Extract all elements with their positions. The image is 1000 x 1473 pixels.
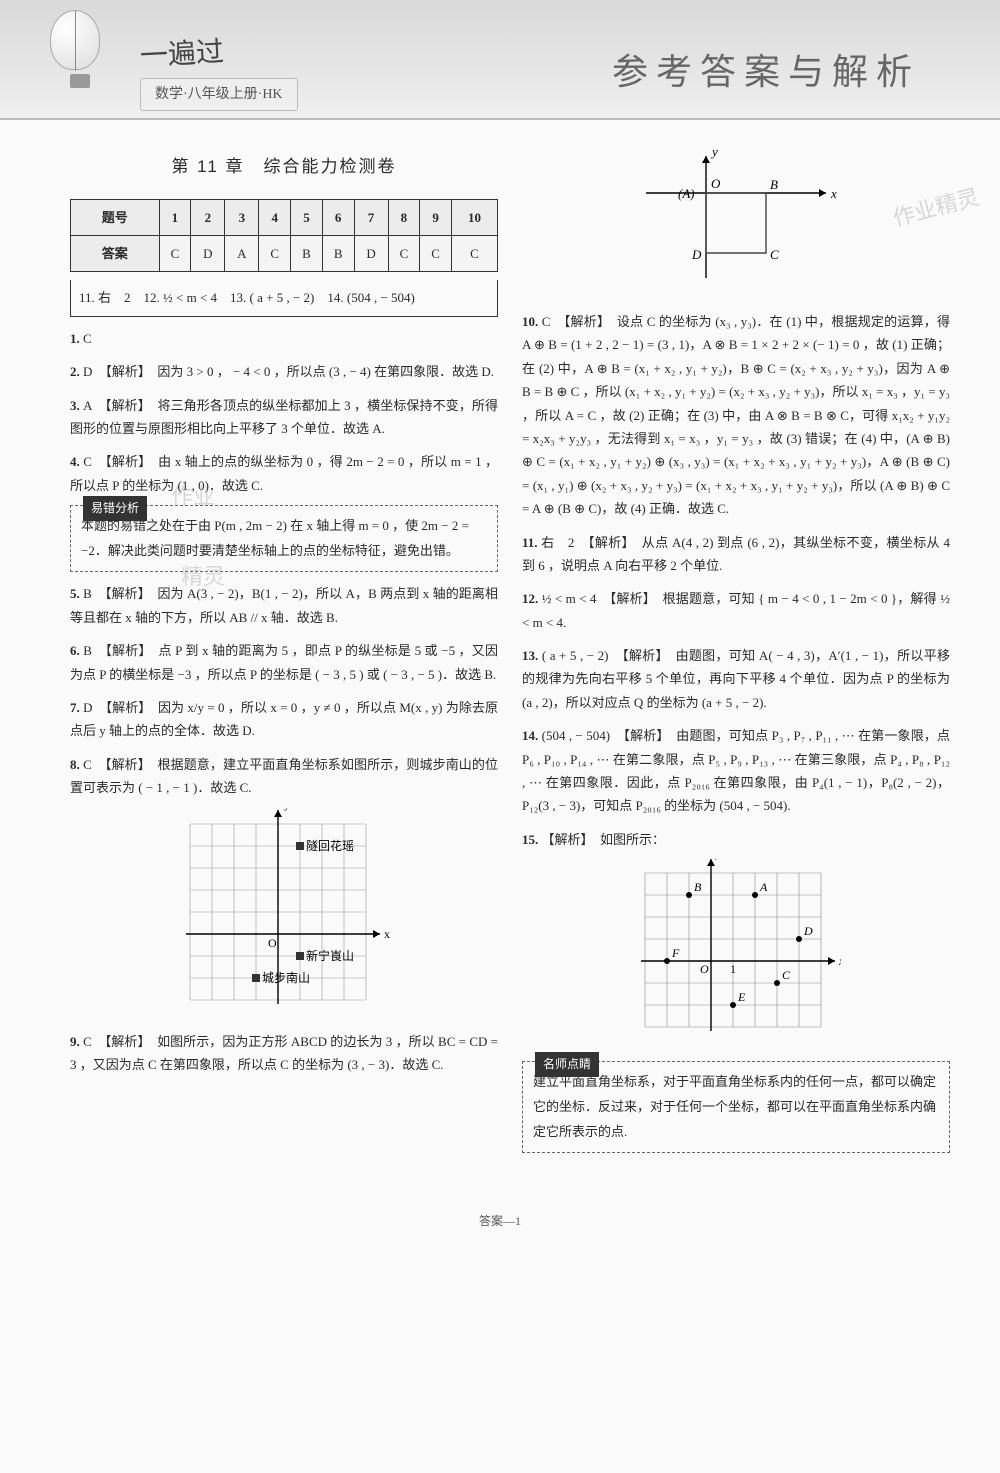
item-number: 9. [70, 1034, 83, 1049]
series-title: 一遍过 [139, 28, 226, 83]
teacher-box-label: 名师点睛 [535, 1052, 599, 1077]
item-body: B 【解析】 因为 A(3 , − 2)，B(1 , − 2)，所以 A，B 两… [70, 586, 498, 624]
item-number: 4. [70, 454, 83, 469]
svg-text:x: x [838, 954, 841, 968]
svg-text:y: y [710, 148, 718, 159]
subject-pill: 数学·八年级上册·HK [140, 78, 298, 111]
item-body: (504 , − 504) 【解析】 由题图，可知点 P₃ , P₇ , P₁₁… [522, 728, 950, 813]
item-body: D 【解析】 因为 3 > 0 ， − 4 < 0 ，所以点 (3 , − 4)… [83, 364, 494, 379]
answer-label: 答案 [71, 235, 160, 271]
solution-item: 10. C 【解析】 设点 C 的坐标为 (x₃ , y₃)．在 (1) 中，根… [522, 310, 950, 521]
right-column: Oxy(A)BCD 作业精灵 10. C 【解析】 设点 C 的坐标为 (x₃ … [522, 140, 950, 1161]
item-number: 14. [522, 728, 542, 743]
page-footer: 答案—1 [0, 1201, 1000, 1253]
item-number: 11. [522, 535, 541, 550]
item-body: 右 2 【解析】 从点 A(4 , 2) 到点 (6 , 2)，其纵坐标不变，横… [522, 535, 950, 573]
head-label: 题号 [71, 199, 160, 235]
item-body: C 【解析】 设点 C 的坐标为 (x₃ , y₃)．在 (1) 中，根据规定的… [522, 314, 950, 516]
svg-text:1: 1 [730, 962, 736, 976]
item-number: 13. [522, 648, 542, 663]
item-body: C 【解析】 根据题意，建立平面直角坐标系如图所示，则城步南山的位置可表示为 (… [70, 757, 498, 795]
solution-item: 15. 【解析】 如图所示： [522, 828, 950, 851]
svg-text:D: D [691, 247, 702, 262]
item-number: 1. [70, 331, 83, 346]
watermark-icon: 作业精灵 [888, 177, 983, 238]
item-body: ½ < m < 4 【解析】 根据题意，可知 { m − 4 < 0 , 1 −… [522, 591, 950, 629]
left-column: 第 11 章 综合能力检测卷 题号 1 2 3 4 5 6 7 8 9 10 答… [70, 140, 498, 1161]
solution-item: 14. (504 , − 504) 【解析】 由题图，可知点 P₃ , P₇ ,… [522, 724, 950, 818]
svg-text:(A): (A) [678, 186, 695, 201]
svg-text:B: B [770, 177, 778, 192]
item-number: 2. [70, 364, 83, 379]
item-body: C 【解析】 如图所示，因为正方形 ABCD 的边长为 3 ，所以 BC = C… [70, 1034, 498, 1072]
solution-item: 13. ( a + 5 , − 2) 【解析】 由题图，可知 A( − 4 , … [522, 644, 950, 714]
solution-item: 11. 右 2 【解析】 从点 A(4 , 2) 到点 (6 , 2)，其纵坐标… [522, 531, 950, 578]
item-number: 15. [522, 832, 542, 847]
svg-text:B: B [694, 880, 702, 894]
table-head-row: 题号 1 2 3 4 5 6 7 8 9 10 [71, 199, 498, 235]
item-number: 7. [70, 700, 83, 715]
error-box-label: 易错分析 [83, 496, 147, 521]
page-header: 一遍过 数学·八年级上册·HK 参考答案与解析 [0, 0, 1000, 120]
svg-text:A: A [759, 880, 768, 894]
solution-item: 7. D 【解析】 因为 x/y = 0 ，所以 x = 0 ，y ≠ 0 ，所… [70, 696, 498, 743]
item-body: 【解析】 如图所示： [542, 832, 666, 847]
svg-text:y: y [284, 808, 290, 811]
svg-text:y: y [715, 859, 722, 860]
item-number: 12. [522, 591, 542, 606]
teacher-box-body: 建立平面直角坐标系，对于平面直角坐标系内的任何一点，都可以确定它的坐标．反过来，… [533, 1074, 936, 1138]
item-number: 5. [70, 586, 83, 601]
solution-item: 2. D 【解析】 因为 3 > 0 ， − 4 < 0 ，所以点 (3 , −… [70, 360, 498, 383]
chapter-heading: 第 11 章 综合能力检测卷 [70, 152, 498, 183]
page-title: 参考答案与解析 [612, 40, 920, 105]
figure-q8: Ox y 隧回花瑶新宁崀山城步南山 [70, 808, 498, 1018]
svg-text:D: D [803, 924, 813, 938]
content-columns: 第 11 章 综合能力检测卷 题号 1 2 3 4 5 6 7 8 9 10 答… [0, 120, 1000, 1201]
svg-text:O: O [700, 962, 709, 976]
svg-text:E: E [737, 990, 746, 1004]
svg-text:x: x [384, 927, 390, 941]
svg-text:C: C [782, 968, 791, 982]
error-analysis-box: 易错分析 本题的易错之处在于由 P(m , 2m − 2) 在 x 轴上得 m … [70, 505, 498, 572]
solution-item: 6. B 【解析】 点 P 到 x 轴的距离为 5 ，即点 P 的纵坐标是 5 … [70, 639, 498, 686]
solution-item: 3. A 【解析】 将三角形各顶点的纵坐标都加上 3 ，横坐标保持不变，所得图形… [70, 394, 498, 441]
solution-item: 12. ½ < m < 4 【解析】 根据题意，可知 { m − 4 < 0 ,… [522, 587, 950, 634]
item-number: 10. [522, 314, 542, 329]
square-diagram-icon: Ox y (A) B C D [626, 148, 846, 298]
balloon-icon [50, 10, 110, 100]
item-body: A 【解析】 将三角形各顶点的纵坐标都加上 3 ，横坐标保持不变，所得图形的位置… [70, 398, 498, 436]
svg-text:O: O [268, 936, 277, 950]
figure-q15: O 1 x y A B D F C E [522, 859, 950, 1049]
error-box-body: 本题的易错之处在于由 P(m , 2m − 2) 在 x 轴上得 m = 0 ，… [81, 518, 469, 558]
teacher-tip-box: 名师点睛 建立平面直角坐标系，对于平面直角坐标系内的任何一点，都可以确定它的坐标… [522, 1061, 950, 1153]
item-body: D 【解析】 因为 x/y = 0 ，所以 x = 0 ，y ≠ 0 ，所以点 … [70, 700, 498, 738]
svg-text:x: x [830, 186, 837, 201]
item-body: C [83, 331, 92, 346]
solution-item: 8. C 【解析】 根据题意，建立平面直角坐标系如图所示，则城步南山的位置可表示… [70, 753, 498, 800]
solution-item: 9. C 【解析】 如图所示，因为正方形 ABCD 的边长为 3 ，所以 BC … [70, 1030, 498, 1077]
table-answer-row: 答案 C D A C B B D C C C [71, 235, 498, 271]
grid-points-icon: O 1 x y A B D F C E [631, 859, 841, 1049]
item-number: 8. [70, 757, 83, 772]
item-body: ( a + 5 , − 2) 【解析】 由题图，可知 A( − 4 , 3)，A… [522, 648, 950, 710]
svg-text:O: O [711, 176, 721, 191]
svg-text:F: F [671, 946, 680, 960]
svg-text:C: C [770, 247, 779, 262]
item-number: 6. [70, 643, 83, 658]
answers-11-14: 11. 右 2 12. ½ < m < 4 13. ( a + 5 , − 2)… [70, 280, 498, 316]
figure-q9: Oxy(A)BCD 作业精灵 [522, 148, 950, 298]
col-10: 10 [451, 199, 497, 235]
answer-table: 题号 1 2 3 4 5 6 7 8 9 10 答案 C D A C B B D [70, 199, 498, 273]
item-body: B 【解析】 点 P 到 x 轴的距离为 5 ，即点 P 的纵坐标是 5 或 −… [70, 643, 498, 681]
solution-item: 1. C [70, 327, 498, 350]
item-body: C 【解析】 由 x 轴上的点的纵坐标为 0 ，得 2m − 2 = 0 ，所以… [70, 454, 498, 492]
svg-text:隧回花瑶: 隧回花瑶 [306, 838, 354, 853]
grid-chart-icon: Ox y 隧回花瑶新宁崀山城步南山 [174, 808, 394, 1018]
solution-item: 4. C 【解析】 由 x 轴上的点的纵坐标为 0 ，得 2m − 2 = 0 … [70, 450, 498, 497]
svg-text:城步南山: 城步南山 [262, 970, 310, 985]
solution-item: 5. B 【解析】 因为 A(3 , − 2)，B(1 , − 2)，所以 A，… [70, 582, 498, 629]
svg-text:新宁崀山: 新宁崀山 [306, 948, 354, 963]
item-number: 3. [70, 398, 83, 413]
